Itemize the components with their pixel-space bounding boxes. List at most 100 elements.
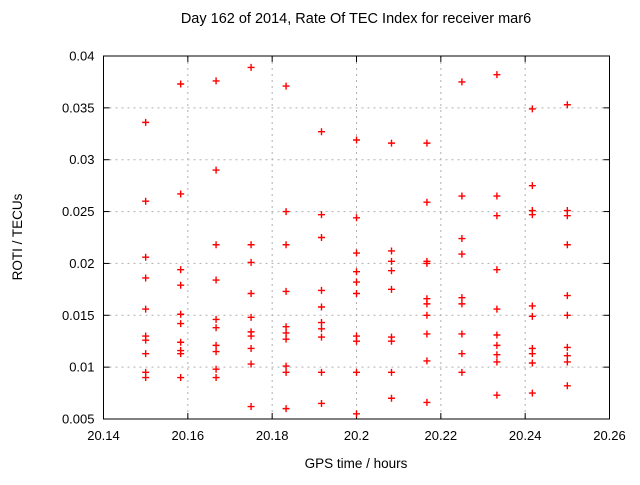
data-point-marker xyxy=(177,310,185,318)
data-point-marker xyxy=(212,324,220,332)
data-point-marker xyxy=(458,368,466,376)
data-point-marker xyxy=(177,374,185,382)
data-point-marker xyxy=(563,352,571,360)
data-point-marker xyxy=(247,290,255,298)
data-point-marker xyxy=(212,341,220,349)
data-point-marker xyxy=(282,405,290,413)
y-tick-label: 0.02 xyxy=(69,256,94,271)
data-point-marker xyxy=(458,250,466,258)
data-point-marker xyxy=(528,389,536,397)
data-point-marker xyxy=(353,410,360,418)
data-point-marker xyxy=(493,212,501,220)
x-tick-label: 20.26 xyxy=(593,428,626,443)
data-point-marker xyxy=(318,286,326,294)
data-point-marker xyxy=(563,292,571,300)
data-point-marker xyxy=(563,311,571,319)
x-axis-label: GPS time / hours xyxy=(305,456,408,471)
data-point-marker xyxy=(282,368,290,376)
data-point-marker xyxy=(177,320,185,328)
y-tick-label: 0.015 xyxy=(62,308,95,323)
data-point-marker xyxy=(282,362,290,370)
x-tick-label: 20.2 xyxy=(344,428,369,443)
data-point-marker xyxy=(387,394,395,402)
data-point-marker xyxy=(353,136,360,144)
data-point-marker xyxy=(387,139,395,147)
data-point-marker xyxy=(387,368,395,376)
data-point-marker xyxy=(353,368,360,376)
data-point-marker xyxy=(177,281,185,289)
data-point-marker xyxy=(142,197,150,205)
data-point-marker xyxy=(318,319,326,327)
data-point-marker xyxy=(493,266,501,274)
data-point-marker xyxy=(528,312,536,320)
data-point-marker xyxy=(458,330,466,338)
data-point-marker xyxy=(493,341,501,349)
data-point-marker xyxy=(247,258,255,266)
data-point-marker xyxy=(423,311,431,319)
data-point-marker xyxy=(212,365,220,373)
data-point-marker xyxy=(387,337,395,345)
data-point-marker xyxy=(353,214,360,222)
data-point-marker xyxy=(387,247,395,255)
data-point-marker xyxy=(212,166,220,174)
chart-title: Day 162 of 2014, Rate Of TEC Index for r… xyxy=(181,11,531,27)
data-point-marker xyxy=(353,268,360,276)
data-point-marker xyxy=(247,344,255,352)
data-point-marker xyxy=(423,259,431,267)
data-point-marker xyxy=(493,391,501,399)
data-point-marker xyxy=(212,315,220,323)
data-point-marker xyxy=(493,71,501,79)
data-point-marker xyxy=(282,323,290,331)
data-point-marker xyxy=(247,403,255,411)
data-point-marker xyxy=(423,330,431,338)
data-point-marker xyxy=(318,325,326,333)
data-point-marker xyxy=(563,343,571,351)
data-point-marker xyxy=(247,63,255,71)
data-point-marker xyxy=(353,290,360,298)
data-point-marker xyxy=(318,128,326,136)
data-point-marker xyxy=(423,300,431,308)
y-tick-label: 0.01 xyxy=(69,360,94,375)
data-point-marker xyxy=(423,398,431,406)
data-point-marker xyxy=(212,348,220,356)
data-point-marker xyxy=(282,208,290,216)
data-point-marker xyxy=(493,351,501,359)
data-point-marker xyxy=(493,305,501,313)
data-point-marker xyxy=(318,303,326,311)
data-point-marker xyxy=(177,350,185,358)
data-point-marker xyxy=(318,211,326,219)
data-point-marker xyxy=(563,212,571,220)
data-point-marker xyxy=(142,350,150,358)
y-tick-label: 0.025 xyxy=(62,204,95,219)
data-point-marker xyxy=(282,335,290,343)
data-point-marker xyxy=(563,241,571,249)
data-point-marker xyxy=(212,77,220,85)
x-tick-label: 20.16 xyxy=(172,428,205,443)
data-point-marker xyxy=(318,333,326,341)
x-tick-label: 20.18 xyxy=(256,428,289,443)
data-point-marker xyxy=(282,241,290,249)
data-point-marker xyxy=(493,331,501,339)
data-point-marker xyxy=(177,266,185,274)
data-point-marker xyxy=(318,399,326,407)
scatter-points xyxy=(142,63,571,418)
data-point-marker xyxy=(142,274,150,282)
data-point-marker xyxy=(282,287,290,295)
data-point-marker xyxy=(528,211,536,219)
data-point-marker xyxy=(212,276,220,284)
tick-labels: 20.14 20.16 20.18 20.2 20.22 20.24 20.26 0.005 0… xyxy=(62,49,626,444)
data-point-marker xyxy=(563,101,571,109)
data-point-marker xyxy=(142,253,150,261)
data-point-marker xyxy=(142,118,150,126)
data-point-marker xyxy=(247,241,255,249)
data-point-marker xyxy=(458,192,466,200)
data-point-marker xyxy=(177,190,185,198)
data-point-marker xyxy=(528,182,536,190)
data-point-marker xyxy=(177,338,185,346)
data-point-marker xyxy=(318,368,326,376)
data-point-marker xyxy=(212,374,220,382)
y-axis-label: ROTI / TECUs xyxy=(10,193,25,280)
data-point-marker xyxy=(353,278,360,286)
